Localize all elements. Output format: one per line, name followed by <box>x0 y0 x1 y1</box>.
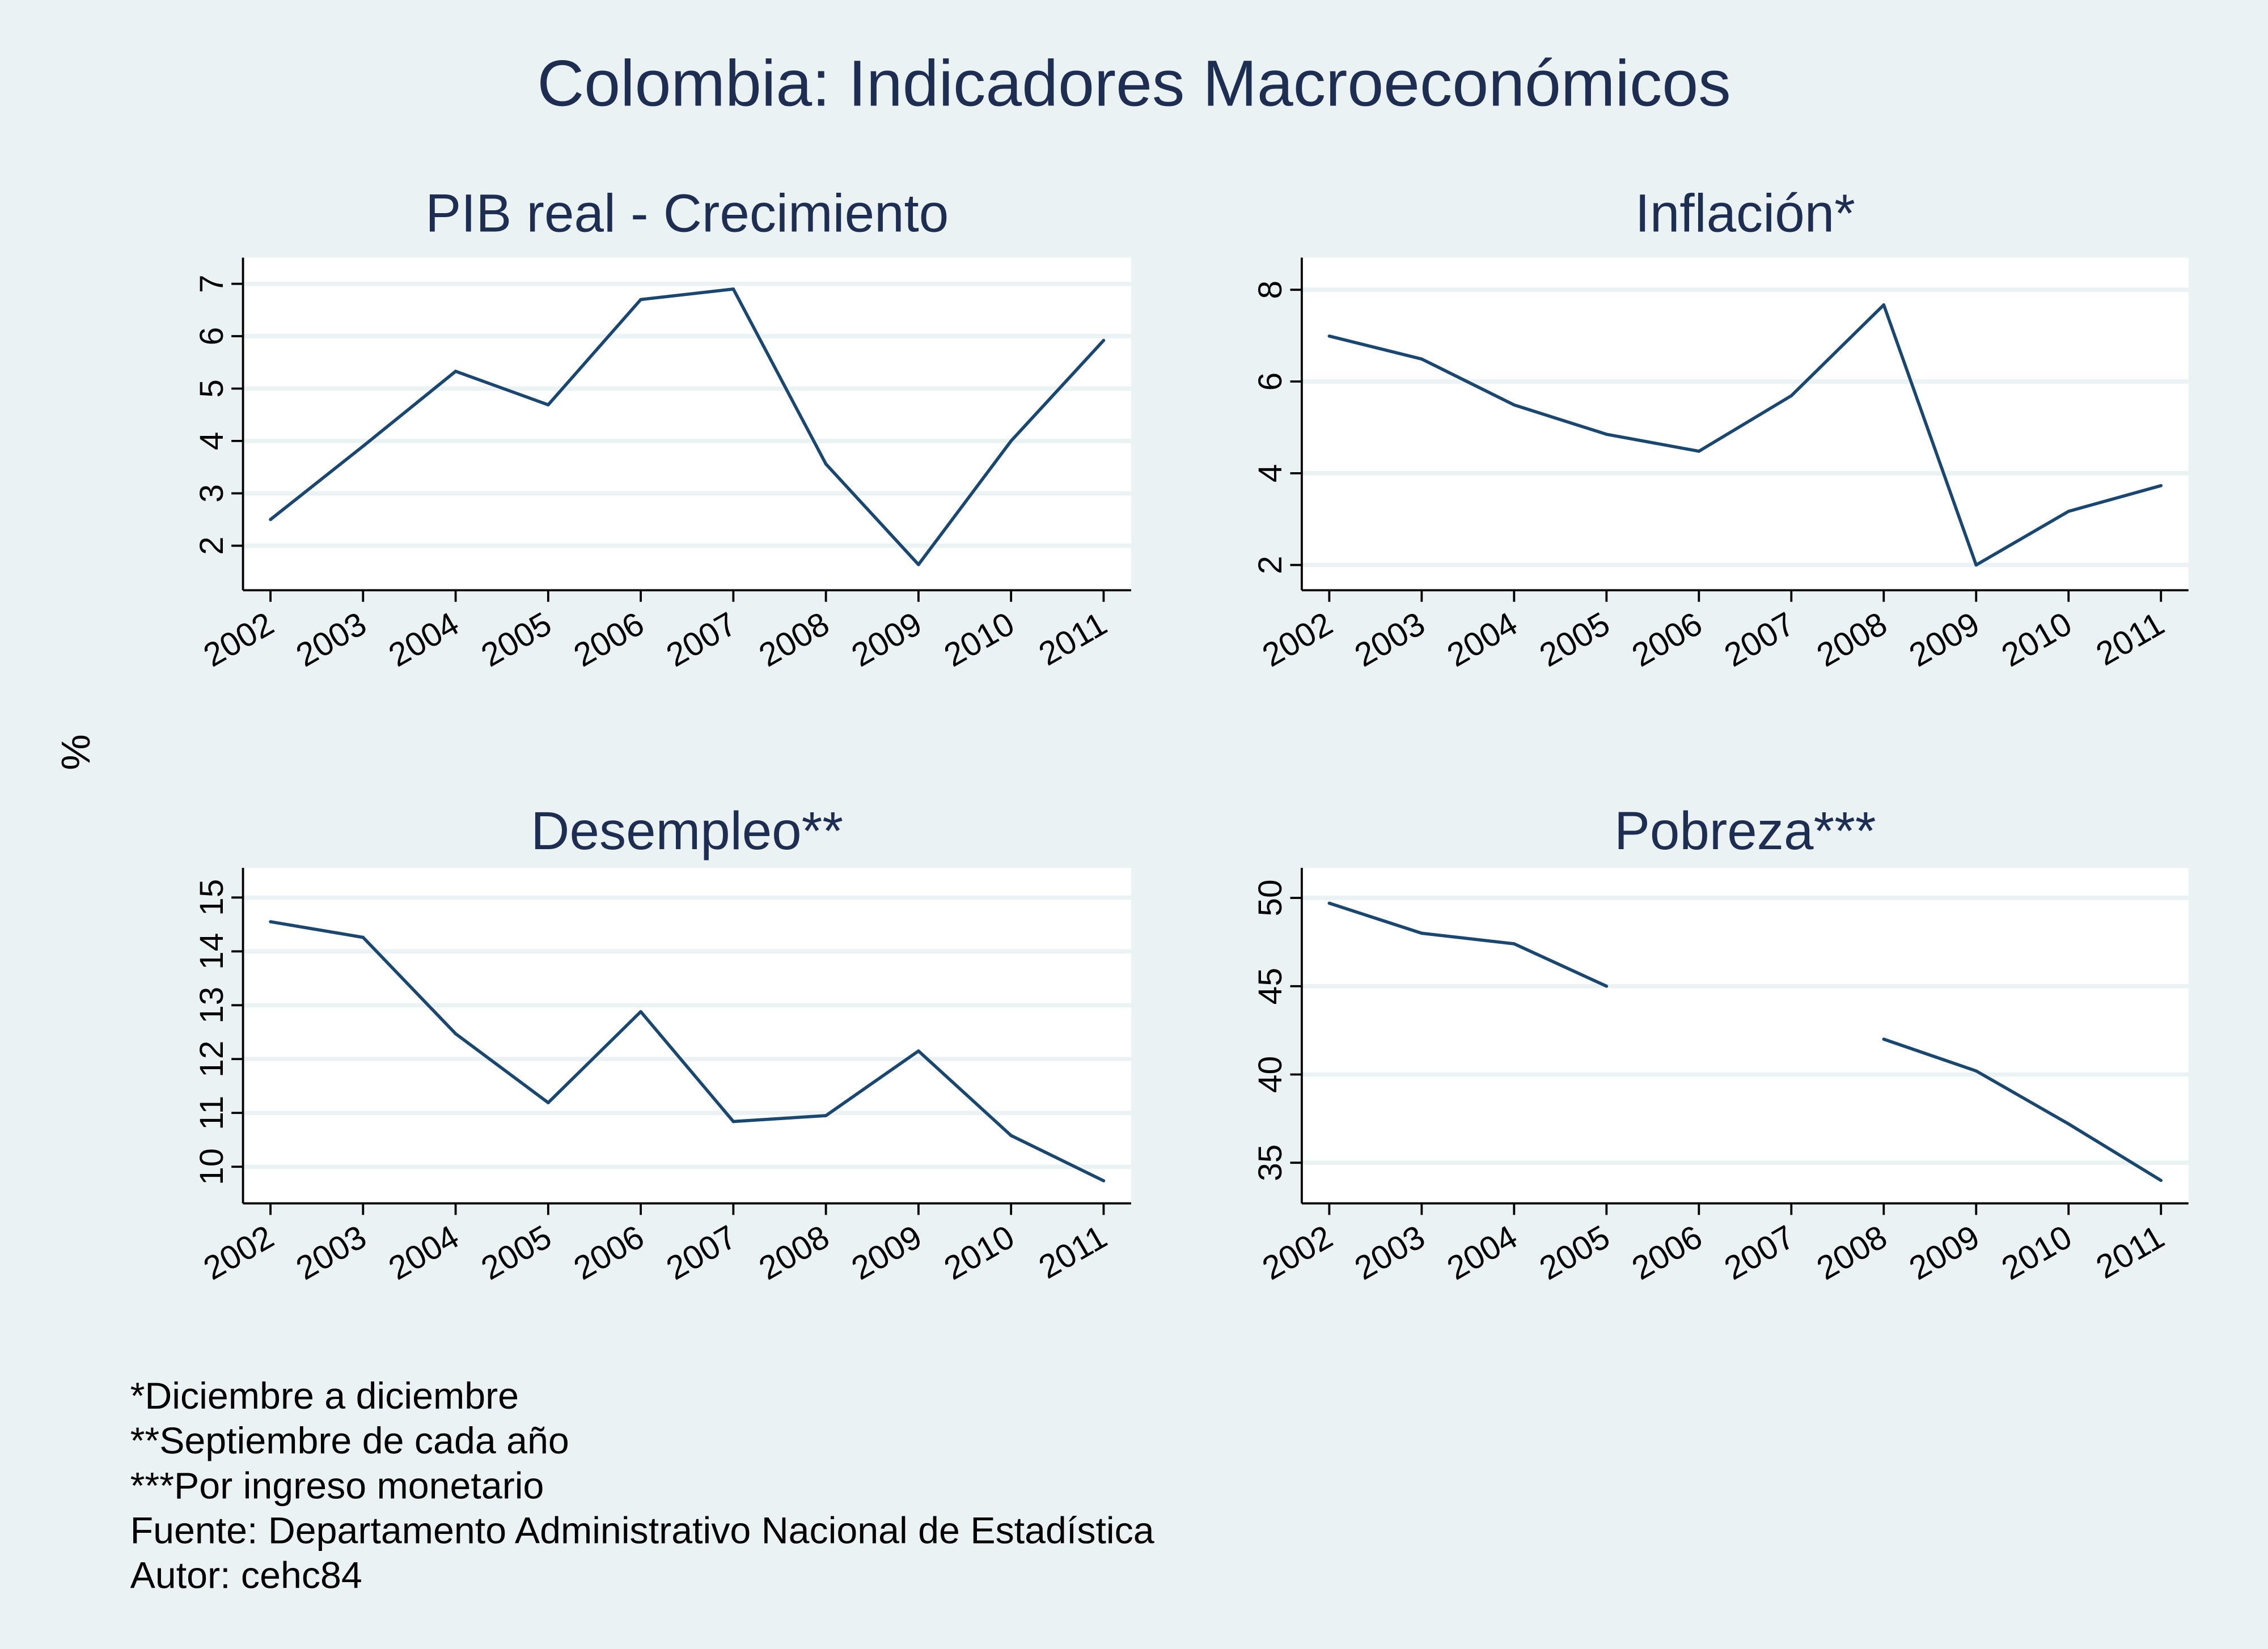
y-tick-label: 2 <box>1252 556 1289 574</box>
plot-area <box>243 257 1131 591</box>
footnotes: *Diciembre a diciembre **Septiembre de c… <box>130 1375 1154 1596</box>
footnote: **Septiembre de cada año <box>130 1420 569 1462</box>
series-line <box>1328 303 2161 567</box>
series-line <box>1328 901 1607 988</box>
y-tick-label: 4 <box>1252 464 1289 483</box>
y-tick-label: 14 <box>193 933 230 970</box>
series-line <box>270 920 1105 1182</box>
chart-title: Colombia: Indicadores Macroeconómicos <box>537 48 1730 120</box>
y-tick-label: 4 <box>193 432 230 451</box>
series-line <box>1883 1037 2162 1182</box>
footnote: *Diciembre a diciembre <box>130 1375 519 1417</box>
y-tick-label: 2 <box>193 536 230 555</box>
y-tick-label: 3 <box>193 484 230 503</box>
y-tick-label: 15 <box>193 879 230 916</box>
panel-title: Pobreza*** <box>1614 802 1876 861</box>
y-tick-label: 7 <box>193 274 230 293</box>
y-tick-label: 13 <box>193 987 230 1024</box>
series-line <box>269 287 1105 566</box>
footnote: ***Por ingreso monetario <box>130 1465 544 1507</box>
footnote: Autor: cehc84 <box>130 1554 362 1596</box>
y-tick-label: 6 <box>193 327 230 346</box>
y-tick-label: 40 <box>1252 1056 1289 1093</box>
y-tick-label: 5 <box>193 379 230 398</box>
y-tick-label: 50 <box>1252 879 1289 916</box>
y-tick-label: 45 <box>1252 968 1289 1004</box>
plot-area <box>1301 868 2189 1203</box>
panel-title: Inflación* <box>1635 184 1855 244</box>
y-tick-label: 12 <box>193 1041 230 1078</box>
footnote: Fuente: Departamento Administrativo Naci… <box>130 1510 1154 1551</box>
y-tick-label: 35 <box>1252 1144 1289 1181</box>
y-tick-label: 11 <box>193 1096 230 1130</box>
y-tick-label: 8 <box>1252 281 1289 299</box>
y-tick-label: 6 <box>1252 372 1289 391</box>
panel-title: Desempleo** <box>531 802 843 861</box>
y-axis-label: % <box>53 734 99 770</box>
plot-area <box>243 868 1131 1203</box>
y-tick-label: 10 <box>193 1148 230 1185</box>
panel-title: PIB real - Crecimiento <box>425 184 949 244</box>
